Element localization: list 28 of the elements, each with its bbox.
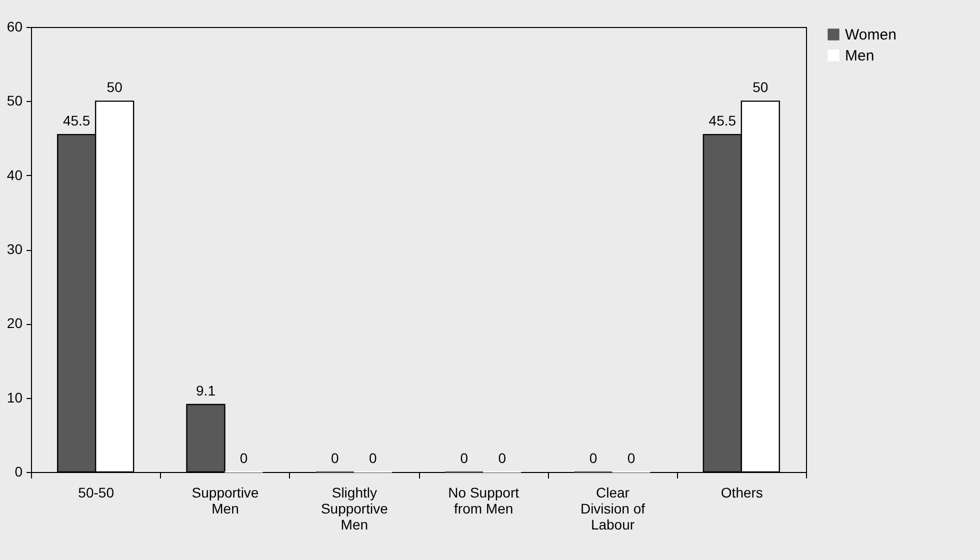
data-label: 0 (589, 450, 598, 466)
y-tick-label: 30 (6, 241, 23, 257)
data-label: 0 (331, 450, 340, 466)
data-label: 0 (627, 450, 636, 466)
data-label: 45.5 (62, 112, 90, 129)
data-label: 45.5 (708, 112, 736, 129)
x-tick-label: Supportive Men (192, 484, 259, 516)
data-label: 0 (369, 450, 378, 466)
x-tick-label: Others (720, 484, 763, 500)
x-tick-label: 50-50 (78, 484, 114, 500)
x-tick-label: No Support from Men (448, 484, 520, 516)
y-tick-label: 50 (6, 92, 23, 109)
data-label: 50 (106, 79, 123, 96)
y-tick-label: 40 (6, 166, 23, 183)
legend-label: Men (845, 48, 874, 64)
data-label: 9.1 (196, 382, 216, 399)
y-tick-label: 20 (6, 315, 23, 332)
data-label: 0 (460, 450, 468, 466)
data-label: 0 (240, 450, 248, 466)
legend-label: Women (845, 26, 896, 44)
x-tick-label: Slightly Supportive Men (320, 484, 388, 532)
x-tick-label: Clear Division of Labour (580, 484, 646, 532)
data-label: 0 (498, 450, 506, 466)
data-label: 50 (752, 79, 768, 96)
y-tick-label: 0 (14, 464, 23, 480)
y-tick-label: 10 (6, 389, 23, 406)
bar (186, 404, 226, 473)
y-tick-label: 60 (6, 18, 23, 34)
